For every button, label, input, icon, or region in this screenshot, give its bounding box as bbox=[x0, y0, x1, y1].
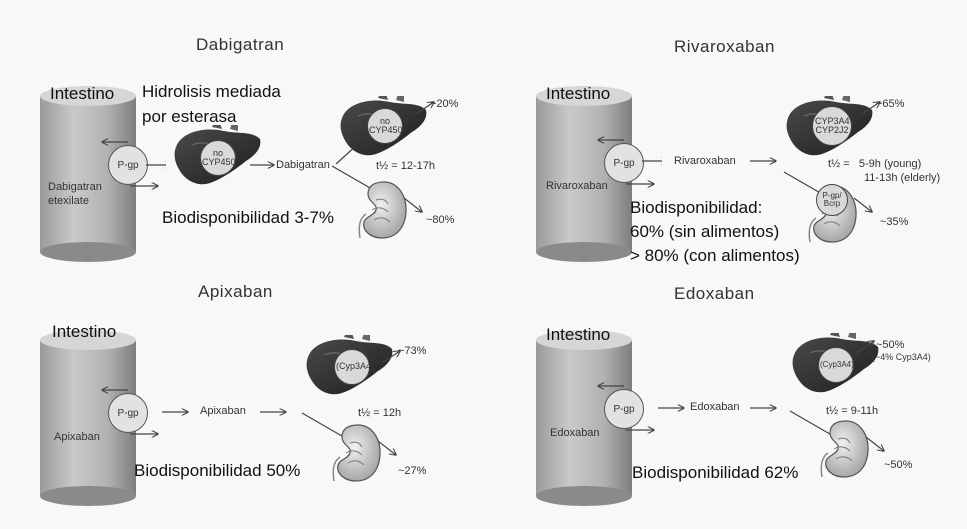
edoxaban-panel: Edoxaban Intestino Edoxaban P-gp Edoxaba… bbox=[484, 265, 967, 529]
liver-excretion-arrow bbox=[415, 98, 438, 115]
arrow-to-liver bbox=[750, 401, 780, 415]
kidney-percentage: ~80% bbox=[426, 214, 455, 226]
kidney-icon bbox=[820, 419, 870, 479]
kidney-excretion-arrow bbox=[853, 197, 876, 216]
liver-enzyme-circle: CYP3A4 CYP2J2 bbox=[812, 106, 852, 146]
arrow-to-drug bbox=[162, 405, 192, 419]
bioavailability-label: Biodisponibilidad 3-7% bbox=[162, 208, 335, 227]
panel-title: Rivaroxaban bbox=[674, 37, 775, 56]
kidney-transporter-circle: P-gp/ Bcrp bbox=[816, 184, 848, 216]
liver-percentage: ~50% bbox=[876, 339, 905, 351]
arrow-to-drug bbox=[658, 401, 688, 415]
half-life: t½ = 12-17h bbox=[376, 160, 436, 172]
liver-percentage: ~65% bbox=[876, 98, 905, 110]
kidney-percentage: ~35% bbox=[880, 216, 909, 228]
drug-label: Apixaban bbox=[200, 405, 246, 417]
pgp-arrows bbox=[96, 386, 166, 442]
kidney-icon bbox=[332, 423, 382, 483]
kidney-percentage: ~27% bbox=[398, 465, 427, 477]
dabigatran-panel: Dabigatran Intestino Dabigatran etexilat… bbox=[0, 0, 483, 264]
arrow-to-drug bbox=[250, 158, 278, 172]
liver-excretion-arrow bbox=[861, 98, 884, 115]
liver-note: (~4% Cyp3A4) bbox=[872, 352, 931, 362]
half-life: t½ = 12h bbox=[358, 407, 402, 419]
liver-enzyme-label: CYP3A4 CYP2J2 bbox=[815, 115, 850, 135]
liver-enzyme-label: (Cyp3A4) bbox=[820, 359, 854, 369]
liver-percentage: ~73% bbox=[398, 345, 427, 357]
pgp-arrows bbox=[592, 136, 662, 192]
panel-title: Apixaban bbox=[198, 282, 273, 301]
arrow-to-liver bbox=[750, 154, 780, 168]
panel-title: Edoxaban bbox=[674, 284, 755, 303]
liver-enzyme-circle: (Cyp3A4) bbox=[818, 347, 854, 383]
apixaban-panel: Apixaban Intestino Apixaban P-gp Apixaba… bbox=[0, 265, 483, 529]
liver-excretion-arrow bbox=[381, 347, 404, 364]
intestine-label: Intestino bbox=[52, 322, 117, 341]
liver-enzyme-circle: no CYP450 bbox=[200, 140, 236, 176]
cylinder-drug-label: Apixaban bbox=[54, 431, 100, 443]
drug-label: Dabigatran bbox=[276, 159, 330, 171]
liver-enzyme-label: no CYP450 bbox=[202, 147, 236, 167]
cylinder-drug-text: Dabigatran etexilate bbox=[48, 181, 102, 208]
cylinder-drug-label: Edoxaban bbox=[550, 427, 600, 439]
pgp-transporter: P-gp bbox=[604, 389, 644, 429]
half-life-elderly: 11-13h (elderly) bbox=[864, 172, 941, 184]
intestine-label: Intestino bbox=[546, 325, 611, 344]
pgp-transporter: P-gp bbox=[108, 393, 148, 433]
kidney-transporter-label: P-gp/ Bcrp bbox=[822, 190, 842, 208]
bioavailability-label: Biodisponibilidad 50% bbox=[134, 461, 301, 480]
kidney-excretion-arrow bbox=[865, 436, 888, 455]
bioavailability-fed: > 80% (con alimentos) bbox=[630, 246, 800, 265]
pgp-transporter: P-gp bbox=[108, 145, 148, 185]
half-life-young: t½ = 5-9h (young) bbox=[828, 158, 922, 170]
rivaroxaban-panel: Rivaroxaban Intestino Rivaroxaban P-gp R… bbox=[484, 0, 967, 265]
arrow-to-liver bbox=[260, 405, 290, 419]
panel-title: Dabigatran bbox=[196, 35, 285, 54]
bioavailability-title: Biodisponibilidad: bbox=[630, 198, 763, 217]
half-life: t½ = 9-11h bbox=[826, 405, 879, 417]
liver-enzyme-circle: (Cyp3A4) bbox=[334, 349, 375, 385]
kidney-excretion-arrow bbox=[403, 197, 426, 216]
liver-percentage: ~20% bbox=[430, 98, 459, 110]
pgp-arrows bbox=[592, 382, 662, 438]
pgp-transporter: P-gp bbox=[604, 143, 644, 183]
liver-enzyme-label: no CYP450 bbox=[369, 115, 403, 135]
drug-label: Edoxaban bbox=[690, 401, 740, 413]
kidney-excretion-arrow bbox=[377, 440, 400, 459]
bioavailability-label: Biodisponibilidad 62% bbox=[632, 463, 799, 482]
cylinder-drug-label: Dabigatran etexilate bbox=[48, 180, 128, 209]
kidney-icon bbox=[358, 180, 408, 240]
bioavailability-fasted: 60% (sin alimentos) bbox=[630, 222, 780, 241]
cylinder-drug-label: Rivaroxaban bbox=[546, 180, 608, 192]
pgp-arrows bbox=[96, 138, 166, 194]
drug-label: Rivaroxaban bbox=[674, 155, 736, 167]
hydrolysis-label: Hidrolisis mediada por esterasa bbox=[142, 82, 281, 126]
intestine-label: Intestino bbox=[50, 84, 115, 103]
liver-excretion-arrow bbox=[855, 337, 878, 354]
intestine-label: Intestino bbox=[546, 84, 611, 103]
kidney-percentage: ~50% bbox=[884, 459, 913, 471]
liver-enzyme-label: (Cyp3A4) bbox=[336, 361, 375, 372]
liver-enzyme-circle: no CYP450 bbox=[367, 108, 403, 144]
